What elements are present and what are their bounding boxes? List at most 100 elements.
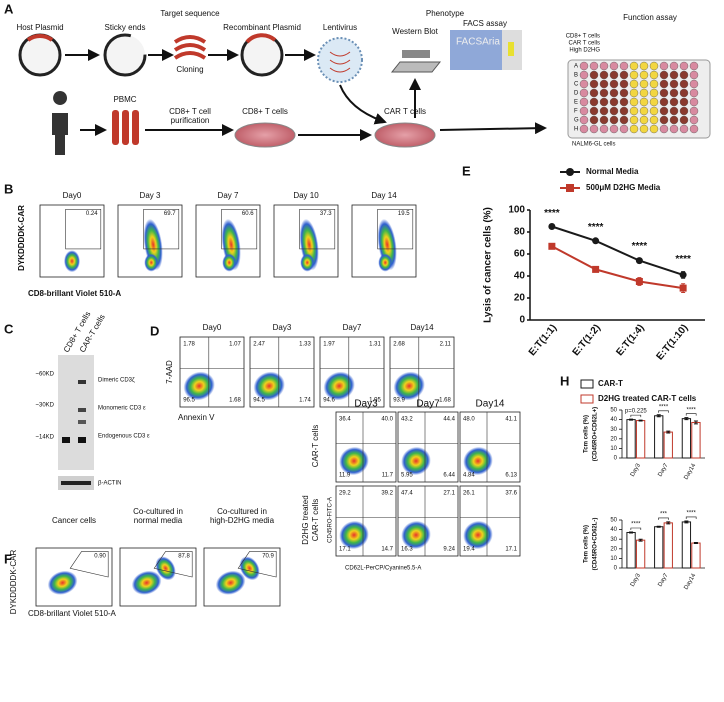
- band: [78, 380, 86, 384]
- label: Lysis of cancer cells (%): [483, 207, 494, 323]
- well: [659, 79, 669, 89]
- label: 39.2: [381, 491, 393, 497]
- label: CD45RO-FITC-A: [328, 497, 334, 543]
- well: [639, 115, 649, 125]
- label: Cloning: [176, 65, 203, 74]
- legend-label: D2HG treated CAR-T cells: [598, 394, 697, 403]
- label: Day14: [476, 399, 505, 410]
- label: 94.5: [253, 398, 265, 404]
- label: Tcm cells (%): [584, 415, 590, 453]
- label: Day3: [273, 323, 292, 332]
- label: 14.7: [381, 547, 393, 553]
- well: [589, 97, 599, 107]
- well: [599, 124, 609, 134]
- well: [689, 61, 699, 71]
- bar: [635, 539, 646, 569]
- point: [679, 284, 687, 292]
- band: [78, 420, 86, 424]
- bar: [691, 421, 701, 459]
- well: [619, 88, 629, 98]
- label: Sticky ends: [105, 23, 146, 32]
- label: 40: [610, 417, 617, 423]
- panel-a-text: A Host Plasmid Sticky ends Target sequen…: [4, 1, 677, 147]
- well: [669, 115, 679, 125]
- label: D: [574, 91, 579, 97]
- label: CD8+ T cells: [242, 107, 288, 116]
- well: [679, 106, 689, 116]
- well: [609, 115, 619, 125]
- label: 0: [519, 315, 525, 326]
- well: [579, 88, 589, 98]
- label: Monomeric CD3 ε: [98, 406, 146, 412]
- well: [669, 106, 679, 116]
- well: [589, 106, 599, 116]
- label: 40.0: [381, 417, 393, 423]
- well: [689, 97, 699, 107]
- error-bar: [693, 542, 698, 545]
- label: 100: [508, 205, 525, 216]
- well: [609, 61, 619, 71]
- well: [659, 97, 669, 107]
- gate: [221, 209, 258, 250]
- line: [551, 245, 684, 290]
- label: ****: [659, 404, 669, 410]
- label: 17.1: [339, 547, 351, 553]
- well: [689, 124, 699, 134]
- label: 41.1: [505, 417, 517, 423]
- well: [659, 70, 669, 80]
- well: [649, 106, 659, 116]
- bar: [654, 415, 664, 459]
- label: Day3: [630, 572, 643, 588]
- error-bar: [629, 531, 634, 534]
- error-bar: [629, 418, 634, 421]
- bar: [681, 521, 692, 569]
- label: 10: [610, 446, 617, 452]
- label: 6.44: [443, 473, 455, 479]
- label: ****: [631, 522, 641, 528]
- label: 1.97: [323, 342, 335, 348]
- label: 87.8: [178, 554, 190, 560]
- label: Day7: [343, 323, 362, 332]
- well: [629, 97, 639, 107]
- label: E:T(1:10): [655, 323, 691, 363]
- label: F: [4, 551, 12, 566]
- label: Day7: [657, 572, 670, 588]
- well: [619, 97, 629, 107]
- label: 20: [610, 546, 617, 552]
- well: [689, 115, 699, 125]
- line: [551, 225, 684, 276]
- well: [599, 115, 609, 125]
- label: 94.6: [323, 398, 335, 404]
- well: [629, 70, 639, 80]
- density: [183, 371, 215, 401]
- well: [639, 88, 649, 98]
- label: 0.24: [86, 211, 98, 217]
- label: 2.11: [440, 342, 452, 348]
- well: [619, 79, 629, 89]
- bar: [681, 418, 692, 459]
- well: [599, 97, 609, 107]
- density: [239, 556, 260, 581]
- label: 60: [514, 249, 526, 260]
- well: [689, 70, 699, 80]
- well: [649, 61, 659, 71]
- bar: [663, 522, 673, 569]
- label: CD8-brillant Violet 510-A: [28, 289, 121, 298]
- density: [339, 446, 369, 476]
- well: [609, 88, 619, 98]
- well: [639, 97, 649, 107]
- label: 80: [514, 227, 526, 238]
- label: 37.6: [505, 491, 517, 497]
- well: [579, 106, 589, 116]
- density: [463, 446, 493, 476]
- label: CAR T cells: [384, 107, 426, 116]
- well: [619, 106, 629, 116]
- well: [669, 124, 679, 134]
- label: High D2HG: [569, 48, 600, 54]
- label: Annexin V: [178, 413, 215, 422]
- density: [463, 520, 493, 550]
- density: [401, 446, 431, 476]
- well: [649, 124, 659, 134]
- point: [592, 237, 600, 245]
- gate: [377, 209, 414, 250]
